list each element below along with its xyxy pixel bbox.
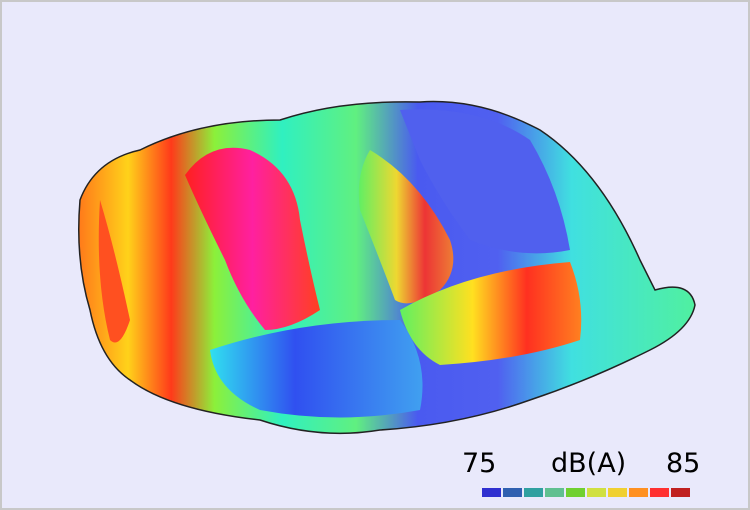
swatch xyxy=(566,488,585,497)
swatch xyxy=(524,488,543,497)
legend-unit: dB(A) xyxy=(551,448,626,479)
swatch xyxy=(608,488,627,497)
swatch xyxy=(671,488,690,497)
swatch xyxy=(587,488,606,497)
swatch xyxy=(650,488,669,497)
swatch xyxy=(545,488,564,497)
swatch xyxy=(629,488,648,497)
swatch xyxy=(482,488,501,497)
noise-map-image: 75 dB(A) 85 xyxy=(0,0,750,510)
legend-max: 85 xyxy=(666,448,700,479)
page: 75 dB(A) 85 (() => { const data = JSON.p… xyxy=(0,0,750,510)
swatch xyxy=(503,488,522,497)
legend-min: 75 xyxy=(462,448,496,479)
